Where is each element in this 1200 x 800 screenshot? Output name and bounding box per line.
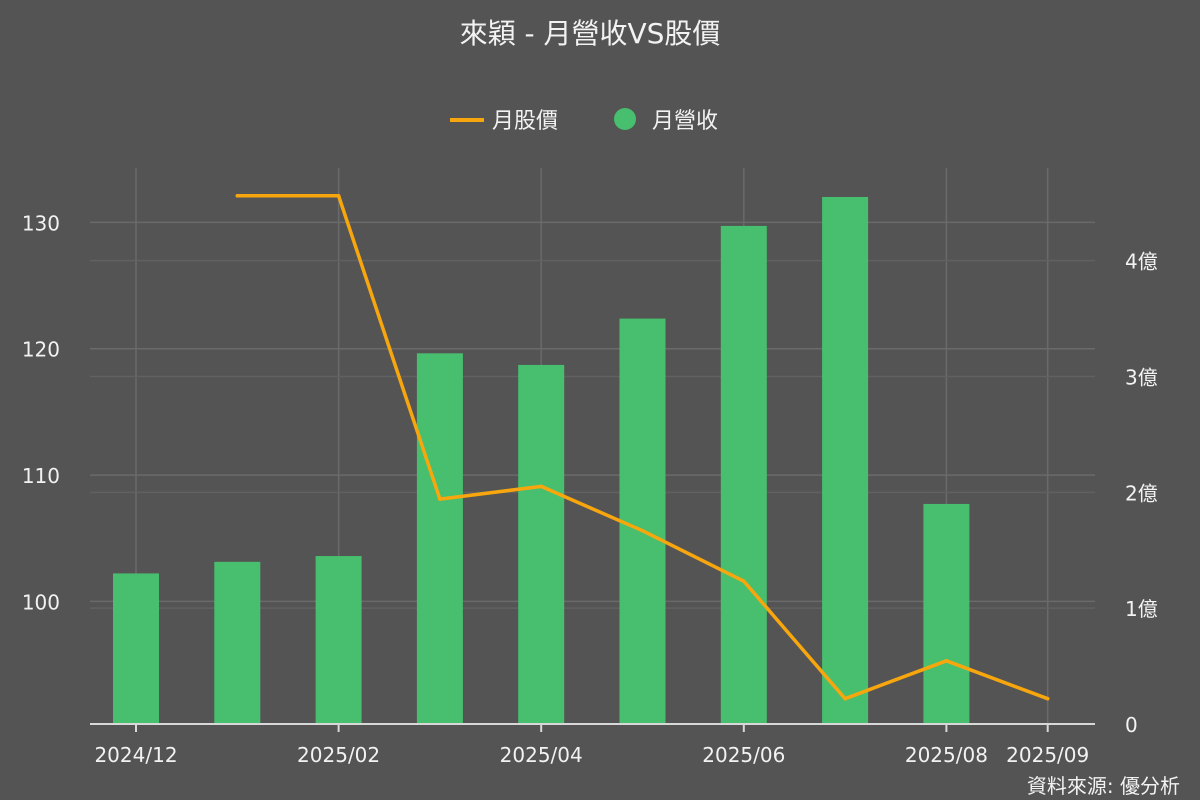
legend-label-revenue: 月營收: [652, 109, 718, 134]
revenue-bar: [416, 353, 463, 724]
price-point: [539, 484, 543, 489]
x-tick-label: 2025/09: [1006, 743, 1089, 767]
y-left-tick-label: 100: [22, 590, 60, 614]
legend-bar-swatch: [614, 108, 636, 130]
source-note: 資料來源: 優分析: [1027, 774, 1180, 798]
price-point: [336, 194, 341, 198]
revenue-bar: [315, 556, 362, 724]
price-line: [235, 194, 1050, 701]
revenue-bar: [214, 561, 261, 724]
price-point: [742, 579, 746, 584]
y-right-tick-label: 3億: [1125, 366, 1158, 390]
chart-title: 來穎 - 月營收VS股價: [460, 17, 721, 50]
legend: 月股價 月營收: [450, 108, 718, 134]
x-tick-label: 2025/04: [500, 743, 583, 767]
revenue-bar: [720, 225, 767, 724]
price-point: [438, 497, 442, 501]
x-tick-label: 2025/02: [297, 743, 380, 767]
revenue-bar: [923, 503, 970, 724]
x-tick-label: 2025/06: [702, 743, 785, 767]
price-point: [1045, 696, 1050, 701]
price-point: [843, 696, 847, 701]
legend-label-price: 月股價: [492, 109, 558, 134]
price-point: [944, 659, 949, 663]
revenue-bar: [822, 196, 869, 725]
y-left-tick-label: 130: [22, 211, 60, 235]
y-right-tick-label: 2億: [1125, 481, 1158, 505]
revenue-bars: [113, 196, 970, 725]
revenue-bar: [518, 364, 565, 724]
y-left-tick-label: 120: [22, 338, 60, 362]
revenue-bar: [619, 318, 666, 724]
revenue-bar: [113, 573, 159, 724]
x-tick-label: 2025/08: [905, 743, 988, 767]
axes: 100 110 120 130 0 1億 2億 3億 4億 2024/12 2025/02 2025/…: [22, 211, 1158, 767]
price-point: [235, 194, 240, 198]
y-right-tick-label: 0: [1125, 713, 1138, 737]
price-point: [640, 528, 645, 533]
y-right-tick-label: 4億: [1125, 250, 1158, 274]
y-right-tick-label: 1億: [1125, 597, 1158, 621]
y-left-tick-label: 110: [22, 464, 60, 488]
x-tick-label: 2024/12: [94, 743, 177, 767]
